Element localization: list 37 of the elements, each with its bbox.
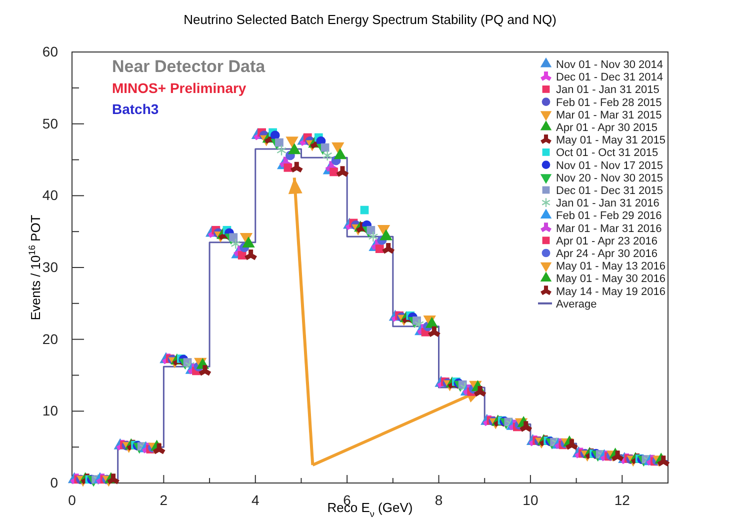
x-tick-label: 12: [614, 492, 630, 508]
chart-title: Neutrino Selected Batch Energy Spectrum Stability (PQ and NQ): [184, 12, 556, 27]
legend-label: Apr 01 - Apr 30 2015: [556, 122, 658, 134]
legend-label: Oct 01 - Oct 31 2015: [556, 147, 658, 160]
y-tick-label: 20: [42, 330, 58, 347]
y-tick-label: 0: [50, 474, 58, 490]
legend-label: Mar 01 - Mar 31 2016: [556, 222, 662, 235]
legend-label: Apr 01 - Apr 23 2016: [556, 235, 658, 248]
legend-label: Feb 01 - Feb 28 2015: [556, 96, 662, 109]
annotation: MINOS+ Preliminary: [112, 80, 246, 96]
legend-label: Dec 01 - Dec 31 2015: [556, 185, 664, 197]
annotation: Batch3: [112, 101, 159, 117]
y-tick-label: 60: [42, 43, 58, 60]
legend-label: May 01 - May 13 2016: [556, 260, 666, 273]
legend-label: Average: [556, 298, 597, 310]
legend-label: Jan 01 - Jan 31 2015: [556, 84, 660, 96]
x-tick-label: 2: [160, 492, 168, 508]
y-tick-label: 40: [42, 187, 58, 204]
legend-label: Jan 01 - Jan 31 2016: [556, 198, 660, 210]
legend-label: Apr 24 - Apr 30 2016: [556, 248, 658, 260]
y-tick-label: 50: [42, 115, 58, 132]
legend-label: May 01 - May 31 2015: [556, 134, 666, 147]
legend-label: Feb 01 - Feb 29 2016: [556, 210, 662, 222]
x-tick-label: 8: [434, 492, 443, 508]
annotation: Near Detector Data: [112, 57, 266, 76]
legend-label: Dec 01 - Dec 31 2014: [556, 72, 664, 84]
x-tick-label: 0: [68, 492, 76, 508]
y-tick-label: 30: [42, 258, 58, 275]
legend-label: May 14 - May 19 2016: [556, 286, 666, 298]
legend-label: Nov 01 - Nov 17 2015: [556, 160, 664, 172]
legend-label: Mar 01 - Mar 31 2015: [556, 109, 662, 122]
x-tick-label: 4: [251, 492, 260, 508]
legend-label: May 01 - May 30 2016: [556, 273, 666, 286]
x-tick-label: 10: [522, 492, 538, 508]
y-tick-label: 10: [42, 402, 58, 419]
legend-label: Nov 01 - Nov 30 2014: [556, 59, 664, 71]
legend-label: Nov 20 - Nov 30 2015: [556, 172, 664, 184]
